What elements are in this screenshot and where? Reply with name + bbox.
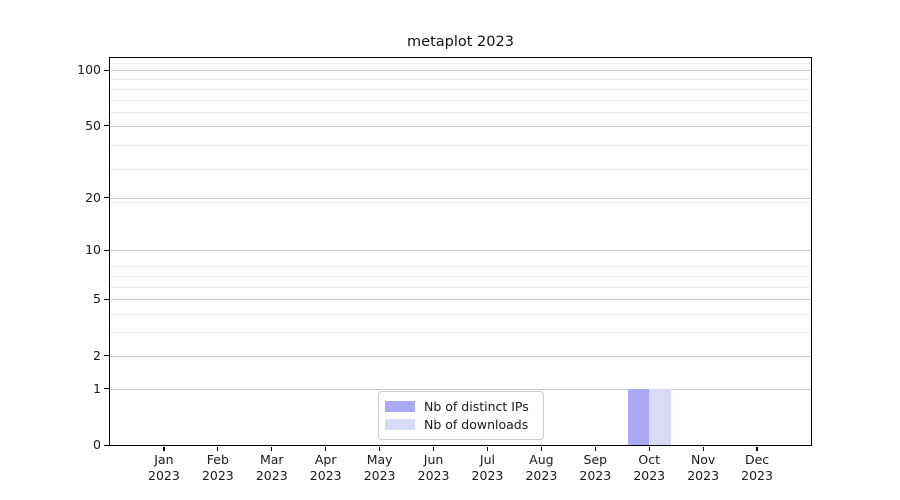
- gridline-minor: [110, 286, 811, 288]
- gridline-minor: [110, 201, 811, 203]
- y-tick-mark: [103, 298, 109, 301]
- x-tick-mark: [163, 446, 165, 451]
- y-tick-label: 5: [93, 291, 101, 307]
- gridline-minor: [110, 79, 811, 81]
- gridline-minor: [110, 63, 811, 65]
- gridline-minor: [110, 99, 811, 101]
- y-tick-mark: [103, 444, 109, 446]
- x-tick-label: Apr 2023: [309, 452, 342, 483]
- bar-nb-of-distinct-ips-oct-2023: [627, 388, 650, 445]
- y-tick-label: 10: [85, 242, 101, 258]
- chart-title: metaplot 2023: [407, 34, 514, 50]
- gridline-major: [110, 299, 811, 301]
- x-tick-label: Feb 2023: [201, 452, 234, 483]
- y-tick-label: 1: [93, 380, 101, 396]
- gridline-minor: [110, 276, 811, 278]
- x-tick-label: May 2023: [363, 452, 396, 483]
- x-tick-label: Aug 2023: [525, 452, 558, 483]
- y-tick-label: 50: [85, 117, 101, 133]
- x-tick-mark: [379, 446, 381, 451]
- gridline-minor: [110, 332, 811, 334]
- y-tick-mark: [103, 125, 109, 127]
- gridline-minor: [110, 88, 811, 90]
- y-tick-mark: [103, 355, 109, 357]
- gridline-major: [110, 355, 811, 357]
- gridline-major: [110, 197, 811, 199]
- x-tick-mark: [486, 446, 489, 451]
- x-tick-mark: [540, 446, 542, 451]
- x-tick-mark: [325, 446, 327, 451]
- y-tick-mark: [103, 249, 109, 251]
- x-tick-label: Jun 2023: [417, 452, 450, 483]
- x-tick-label: Jan 2023: [148, 452, 180, 483]
- x-tick-label: Mar 2023: [255, 452, 288, 483]
- y-tick-mark: [103, 69, 109, 71]
- y-tick-label: 20: [85, 189, 101, 205]
- gridline-minor: [110, 145, 811, 147]
- x-tick-mark: [702, 446, 704, 451]
- gridline-minor: [110, 112, 811, 114]
- x-tick-mark: [432, 446, 435, 451]
- legend-item-distinct-ips: Nb of distinct IPs: [385, 398, 535, 415]
- legend-label-distinct-ips: Nb of distinct IPs: [424, 399, 529, 414]
- x-tick-mark: [217, 446, 219, 451]
- x-tick-label: Sep 2023: [579, 452, 612, 483]
- gridline-major: [110, 70, 811, 71]
- legend: Nb of distinct IPs Nb of downloads: [378, 391, 544, 440]
- plot-area: 0 1 2 5 10 20 50 100 Jan 2023 Feb 2023 Mar 2023 Apr…: [77, 57, 812, 483]
- x-tick-label: Oct 2023: [633, 452, 666, 483]
- gridline-minor: [110, 168, 811, 170]
- gridline-minor: [110, 266, 811, 268]
- y-tick-label: 2: [93, 347, 101, 363]
- y-tick-mark: [103, 197, 109, 199]
- gridline-major: [110, 125, 811, 127]
- x-tick-mark: [756, 446, 758, 451]
- gridline-major: [110, 388, 811, 390]
- legend-swatch-downloads: [385, 419, 415, 430]
- x-tick-mark: [594, 446, 596, 451]
- x-tick-mark: [271, 446, 273, 451]
- x-tick-label: Nov 2023: [687, 452, 720, 483]
- legend-item-downloads: Nb of downloads: [385, 416, 535, 433]
- legend-swatch-distinct-ips: [385, 401, 415, 412]
- gridline-major: [110, 250, 811, 252]
- x-tick-mark: [648, 446, 650, 451]
- gridline-minor: [110, 314, 811, 316]
- x-tick-label: Jul 2023: [471, 452, 504, 483]
- y-tick-mark: [103, 388, 109, 390]
- legend-label-downloads: Nb of downloads: [424, 417, 529, 432]
- y-tick-label: 0: [93, 437, 101, 452]
- y-tick-label: 100: [77, 62, 101, 77]
- bar-nb-of-downloads-oct-2023: [649, 388, 671, 445]
- x-tick-label: Dec 2023: [741, 452, 773, 483]
